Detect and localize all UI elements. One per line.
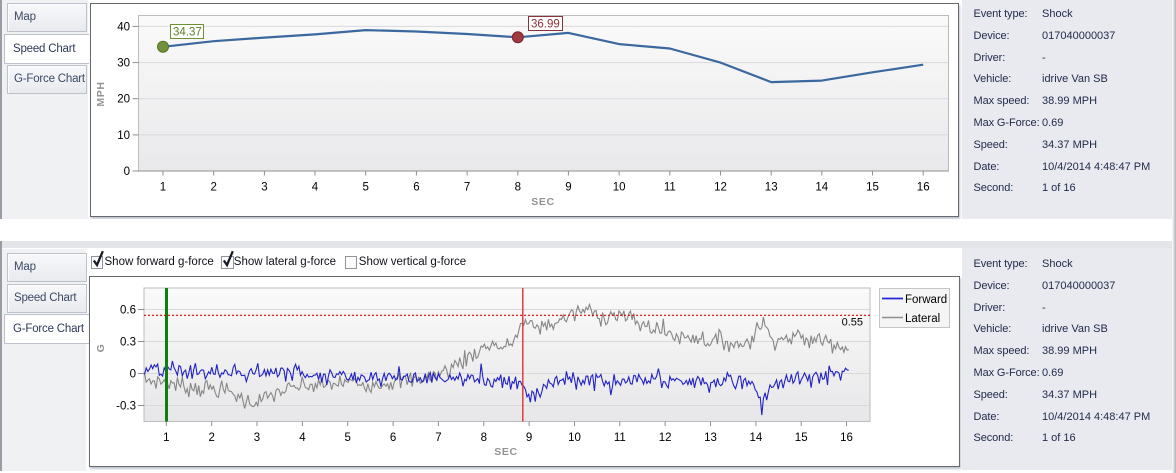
svg-text:1: 1 [160, 181, 166, 193]
svg-text:14: 14 [750, 432, 763, 444]
svg-text:1: 1 [163, 432, 169, 444]
svg-text:MPH: MPH [95, 81, 107, 106]
svg-text:SEC: SEC [531, 196, 554, 208]
svg-text:3: 3 [254, 432, 260, 444]
svg-text:11: 11 [664, 181, 676, 193]
svg-text:12: 12 [659, 432, 672, 444]
svg-text:Forward: Forward [905, 294, 947, 306]
svg-text:9: 9 [526, 432, 532, 444]
svg-text:G: G [95, 344, 107, 353]
svg-text:0: 0 [124, 166, 130, 178]
svg-text:10: 10 [117, 130, 130, 142]
svg-text:16: 16 [840, 432, 853, 444]
svg-text:8: 8 [515, 181, 521, 193]
svg-text:10: 10 [613, 181, 626, 193]
svg-text:9: 9 [565, 181, 571, 193]
svg-text:15: 15 [795, 432, 808, 444]
svg-text:Lateral: Lateral [905, 313, 940, 325]
svg-text:10: 10 [568, 432, 581, 444]
svg-text:5: 5 [344, 432, 350, 444]
svg-text:13: 13 [765, 181, 778, 193]
svg-text:2: 2 [208, 432, 214, 444]
svg-text:7: 7 [435, 432, 441, 444]
svg-text:36.99: 36.99 [531, 19, 560, 31]
svg-text:4: 4 [299, 432, 306, 444]
svg-text:4: 4 [312, 181, 319, 193]
svg-text:6: 6 [413, 181, 419, 193]
svg-text:5: 5 [362, 181, 368, 193]
svg-text:14: 14 [815, 181, 828, 193]
svg-text:12: 12 [714, 181, 727, 193]
svg-text:34.37: 34.37 [173, 27, 202, 39]
svg-text:7: 7 [464, 181, 470, 193]
svg-text:6: 6 [390, 432, 396, 444]
svg-text:0.55: 0.55 [842, 317, 863, 329]
svg-text:20: 20 [117, 94, 130, 106]
svg-text:2: 2 [210, 181, 216, 193]
svg-text:-0.3: -0.3 [116, 400, 136, 412]
svg-text:SEC: SEC [494, 446, 517, 458]
svg-text:3: 3 [261, 181, 267, 193]
svg-text:0.6: 0.6 [120, 304, 136, 316]
svg-text:30: 30 [117, 58, 130, 70]
svg-text:0.3: 0.3 [120, 336, 136, 348]
svg-text:16: 16 [917, 181, 930, 193]
svg-text:40: 40 [117, 21, 130, 33]
svg-text:0: 0 [130, 368, 136, 380]
svg-text:15: 15 [866, 181, 879, 193]
svg-text:11: 11 [614, 432, 626, 444]
svg-text:13: 13 [704, 432, 717, 444]
svg-text:8: 8 [481, 432, 487, 444]
